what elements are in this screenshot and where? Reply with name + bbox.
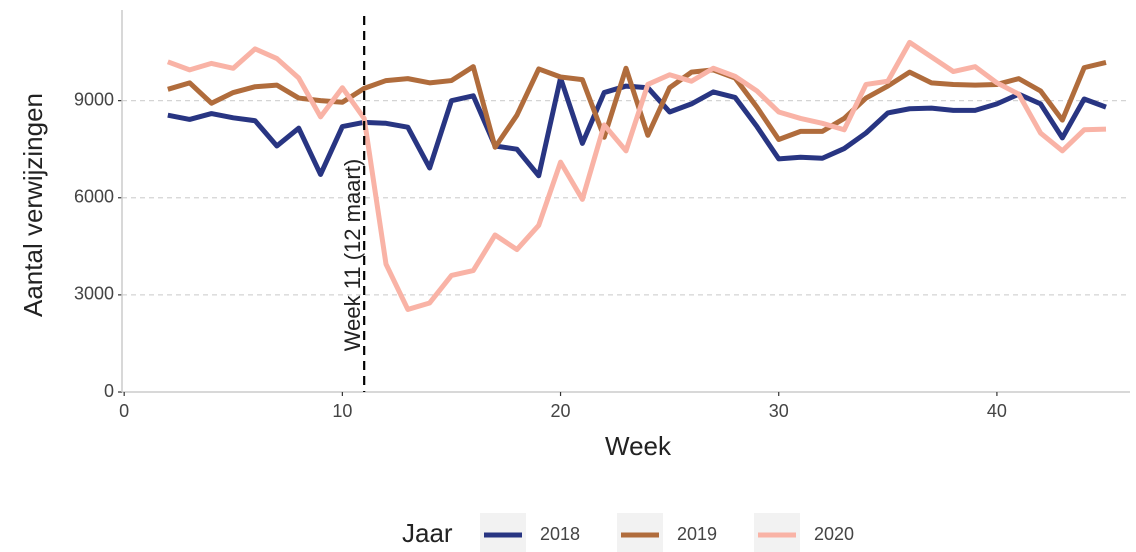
legend-label: 2018: [540, 524, 580, 544]
y-tick-label: 0: [104, 381, 114, 401]
series-line: [167, 60, 1107, 150]
x-tick-label: 30: [769, 401, 789, 421]
legend-label: 2020: [814, 524, 854, 544]
x-tick-label: 20: [551, 401, 571, 421]
x-axis-title: Week: [605, 431, 672, 461]
legend-title: Jaar: [402, 518, 453, 548]
x-tick-label: 0: [119, 401, 129, 421]
y-tick-label: 9000: [74, 89, 114, 109]
x-tick-label: 10: [332, 401, 352, 421]
y-axis-title: Aantal verwijzingen: [18, 93, 48, 317]
series-line: [167, 75, 1107, 179]
series-line: [166, 39, 1107, 312]
legend-label: 2019: [677, 524, 717, 544]
x-tick-label: 40: [987, 401, 1007, 421]
y-tick-label: 6000: [74, 187, 114, 207]
reference-label: Week 11 (12 maart): [340, 159, 365, 351]
y-tick-label: 3000: [74, 284, 114, 304]
